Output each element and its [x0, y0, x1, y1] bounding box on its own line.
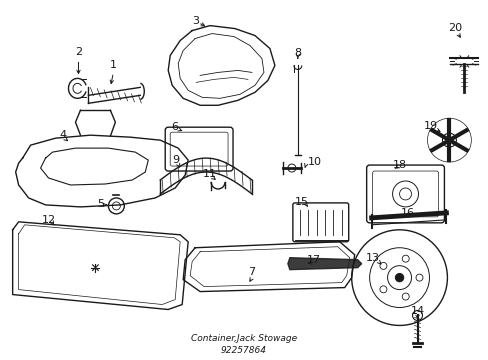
Text: 17: 17 [306, 255, 320, 265]
Text: Container,Jack Stowage
92257864: Container,Jack Stowage 92257864 [190, 334, 296, 355]
Circle shape [395, 274, 403, 282]
Polygon shape [287, 258, 361, 270]
Text: 3: 3 [192, 15, 199, 26]
Text: 13: 13 [365, 253, 379, 263]
Text: 20: 20 [447, 23, 462, 33]
Circle shape [442, 133, 455, 147]
Text: 5: 5 [97, 199, 103, 209]
Text: 12: 12 [41, 215, 56, 225]
Text: 4: 4 [59, 130, 66, 140]
Text: 10: 10 [307, 157, 321, 167]
Text: 19: 19 [423, 121, 437, 131]
Text: 8: 8 [294, 49, 301, 58]
Text: 6: 6 [171, 122, 178, 132]
Text: 14: 14 [409, 306, 424, 316]
Text: 11: 11 [203, 169, 217, 179]
Text: 1: 1 [110, 60, 117, 71]
Text: 18: 18 [392, 160, 406, 170]
Text: 16: 16 [400, 208, 414, 218]
Text: 15: 15 [294, 197, 308, 207]
Text: 7: 7 [248, 267, 255, 276]
Text: 2: 2 [75, 48, 82, 58]
Text: 9: 9 [172, 155, 180, 165]
